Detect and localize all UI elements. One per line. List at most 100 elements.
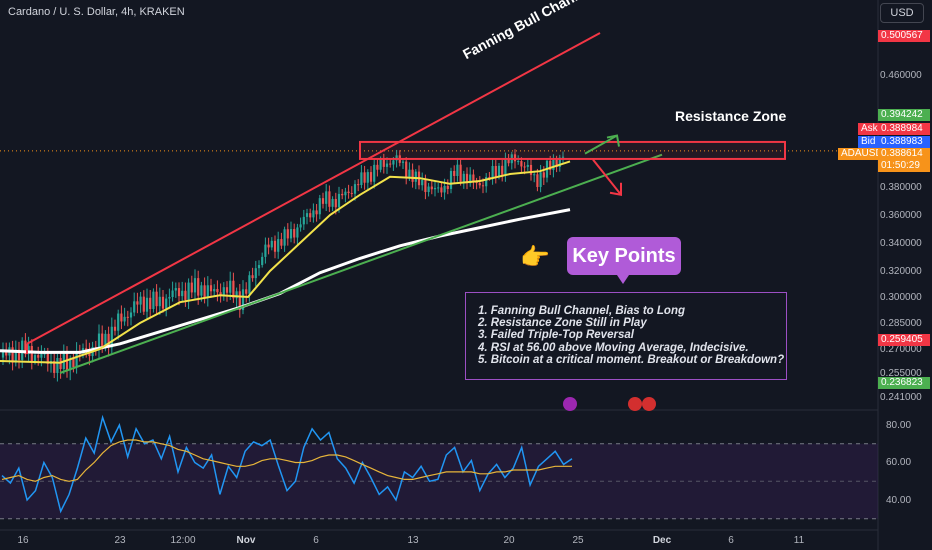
candle-body: [395, 155, 398, 161]
candle-body: [325, 191, 328, 204]
pointing-hand-icon: 👉: [520, 244, 550, 271]
candle-body: [449, 170, 453, 189]
candle-body: [17, 349, 21, 360]
candle-body: [177, 288, 181, 297]
key-point: 1. Fanning Bull Channel, Bias to Long: [478, 305, 685, 317]
candle-body: [501, 165, 504, 175]
candle-body: [558, 157, 561, 167]
candle-body: [126, 316, 129, 318]
time-label: 6: [728, 535, 734, 546]
candle-body: [443, 185, 446, 193]
candle-body: [200, 285, 203, 296]
candle-body: [427, 186, 430, 193]
candle-body: [145, 297, 149, 312]
candle-body: [555, 159, 558, 167]
ask-label: Ask: [858, 123, 878, 135]
candle-body: [552, 159, 555, 170]
candle-body: [120, 313, 123, 322]
candle-body: [155, 291, 158, 307]
candle-body: [72, 358, 75, 367]
candle-body: [318, 198, 321, 215]
candle-body: [33, 355, 37, 362]
candle-body: [245, 289, 248, 294]
candle-body: [117, 313, 120, 331]
candles: [1, 149, 565, 382]
candle-body: [69, 358, 72, 371]
price-tag-high: 0.500567: [878, 30, 930, 42]
key-point: 5. Bitcoin at a critical moment. Breakou…: [478, 353, 785, 366]
symbol-label: ADAUSD: [838, 148, 883, 160]
candle-body: [283, 229, 286, 246]
candle-body: [225, 287, 229, 293]
key-points-box: 1. Fanning Bull Channel, Bias to Long 2.…: [465, 292, 787, 380]
candle-body: [504, 158, 507, 175]
rsi-axis-label: 40.00: [886, 495, 912, 506]
candle-body: [421, 179, 424, 186]
currency-button[interactable]: USD: [880, 3, 924, 23]
symbol-title: Cardano / U. S. Dollar, 4h, KRAKEN: [8, 6, 185, 18]
time-label: Dec: [652, 535, 672, 546]
rsi-axis-label: 80.00: [886, 420, 912, 431]
candle-body: [376, 164, 379, 170]
price-label: 0.340000: [880, 238, 922, 249]
rsi-line: [1, 414, 573, 514]
candle-body: [469, 174, 472, 184]
candle-body: [321, 198, 325, 204]
candle-body: [149, 297, 152, 310]
candle-body: [478, 183, 481, 186]
candle-body: [168, 296, 171, 299]
candle-body: [328, 191, 331, 207]
candle-body: [373, 164, 376, 182]
candle-body: [248, 275, 251, 294]
candle-body: [350, 192, 353, 194]
candle-body: [193, 278, 197, 293]
candle-body: [353, 184, 357, 194]
candle-body: [213, 289, 216, 292]
candle-body: [11, 347, 14, 363]
candle-body: [529, 164, 533, 175]
candle-body: [401, 161, 405, 163]
price-label: 0.270000: [880, 344, 922, 355]
candle-body: [481, 185, 485, 187]
candle-countdown: 01:50:29: [878, 160, 930, 172]
candle-body: [334, 198, 337, 208]
candle-body: [337, 193, 341, 208]
candle-body: [302, 216, 305, 225]
candle-body: [296, 227, 299, 238]
candle-body: [53, 361, 56, 373]
candle-body: [216, 289, 219, 293]
candle-body: [526, 164, 529, 167]
rsi-moving-average: [1, 439, 572, 482]
bid-value: 0.388983: [878, 136, 930, 148]
candle-body: [206, 285, 209, 298]
candle-body: [174, 288, 177, 291]
candle-body: [43, 353, 46, 355]
candle-body: [65, 353, 69, 371]
time-label: 23: [114, 535, 126, 546]
candle-body: [181, 290, 184, 297]
bullish-arrowhead: [606, 134, 620, 147]
candle-body: [289, 229, 293, 239]
candle-body: [392, 160, 395, 165]
candle-body: [497, 165, 501, 177]
resistance-zone: [359, 140, 786, 160]
candle-body: [261, 256, 264, 266]
candle-body: [433, 187, 437, 190]
candle-body: [1, 351, 5, 358]
candle-body: [488, 177, 491, 179]
candle-body: [424, 179, 427, 193]
price-label: 0.241000: [880, 392, 922, 403]
bearish-arrow: [592, 159, 622, 196]
candle-body: [97, 333, 101, 350]
candle-body: [344, 191, 347, 196]
candle-body: [40, 354, 43, 358]
candle-body: [171, 290, 174, 297]
candle-body: [107, 333, 110, 348]
candle-body: [187, 282, 190, 300]
candle-body: [347, 191, 350, 193]
bearish-arrowhead: [609, 182, 622, 196]
bullish-arrow: [584, 134, 618, 155]
candle-body: [161, 296, 165, 309]
candle-body: [257, 265, 261, 269]
